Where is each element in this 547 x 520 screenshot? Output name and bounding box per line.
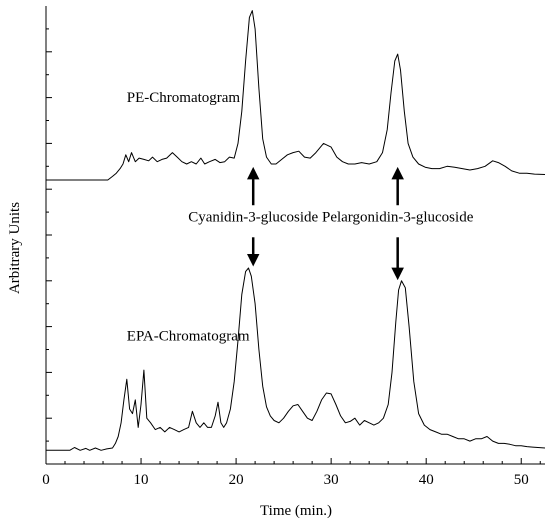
plot-axes bbox=[45, 6, 545, 465]
x-tick-label: 50 bbox=[514, 472, 529, 488]
x-tick-label: 20 bbox=[229, 472, 244, 488]
x-axis-ticks: 0 10 20 30 40 50 bbox=[42, 458, 541, 488]
annotation-label: PE-Chromatogram bbox=[127, 90, 241, 106]
x-tick-label: 10 bbox=[134, 472, 149, 488]
x-tick-label: 0 bbox=[42, 472, 50, 488]
chromatogram-series bbox=[46, 10, 546, 451]
peak-annotations: PE-Chromatogram EPA-Chromatogram Cyanidin-… bbox=[127, 90, 474, 344]
annotation-label: Pelargonidin-3-glucoside bbox=[322, 209, 474, 225]
x-tick-label: 30 bbox=[324, 472, 339, 488]
x-tick-label: 40 bbox=[419, 472, 434, 488]
series-line-pe bbox=[46, 10, 546, 181]
y-axis-ticks bbox=[46, 28, 52, 442]
annotation-label: Cyanidin-3-glucoside bbox=[188, 209, 318, 225]
series-line-epa bbox=[46, 267, 546, 451]
annotation-label: EPA-Chromatogram bbox=[127, 328, 250, 344]
x-axis-label: Time (min.) bbox=[260, 503, 332, 519]
y-axis-label: Arbitrary Units bbox=[7, 202, 23, 294]
